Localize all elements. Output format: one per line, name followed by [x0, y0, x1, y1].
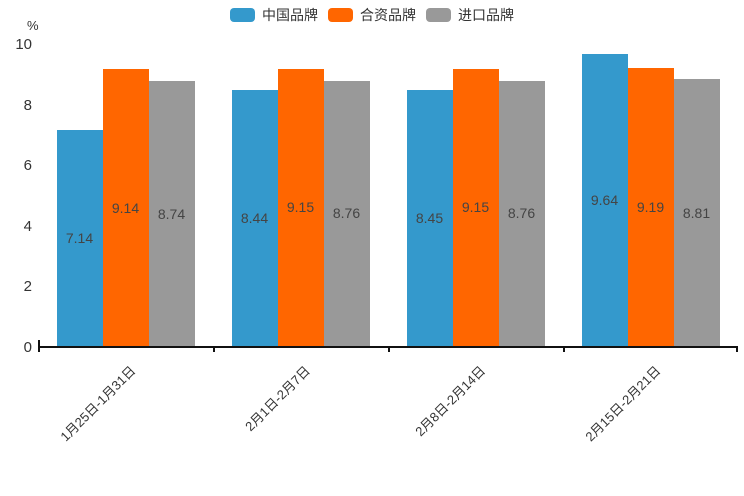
y-axis-tick-label: 6 [23, 157, 32, 175]
legend-label: 合资品牌 [360, 7, 416, 23]
bar[interactable]: 8.81 [673, 79, 720, 346]
bar-value-label: 8.44 [240, 210, 269, 227]
bar-value-label: 9.14 [111, 199, 140, 216]
legend-label: 进口品牌 [458, 7, 514, 23]
bar[interactable]: 9.15 [277, 68, 324, 346]
legend-item[interactable]: 中国品牌 [230, 8, 318, 22]
bar[interactable]: 8.76 [498, 80, 545, 346]
bar[interactable]: 9.19 [627, 67, 674, 346]
x-axis-labels: 1月25日-1月31日 2月1日-2月7日 2月8日-2月14日 2月15日-2月21… [38, 357, 738, 492]
plot-area: 7.14 8.44 8.45 9.64 9.14 9.15 9.15 9.19 8.74 8.76… [38, 45, 738, 352]
legend-swatch [426, 8, 451, 22]
bar-value-label: 8.81 [682, 204, 711, 221]
bar-value-label: 8.76 [507, 205, 536, 222]
y-axis: 0 2 4 6 8 10 [0, 37, 32, 356]
bar[interactable]: 8.74 [148, 81, 195, 346]
bar-value-label: 7.14 [65, 229, 94, 246]
y-axis-tick-label: 4 [23, 217, 32, 235]
x-axis-label: 2月15日-2月21日 [582, 363, 664, 445]
x-axis-label: 2月1日-2月7日 [242, 363, 314, 435]
bar[interactable]: 8.76 [323, 80, 370, 346]
legend-swatch [230, 8, 255, 22]
y-axis-unit-label: % [27, 18, 39, 33]
legend-label: 中国品牌 [262, 7, 318, 23]
x-axis-tick [38, 346, 40, 352]
bar[interactable]: 9.14 [102, 69, 149, 346]
x-axis-tick [563, 346, 565, 352]
bar-value-label: 9.15 [461, 199, 490, 216]
bar[interactable]: 7.14 [56, 129, 103, 346]
legend: 中国品牌 合资品牌 进口品牌 [0, 8, 744, 22]
bar[interactable]: 8.44 [231, 90, 278, 346]
bar-value-label: 8.74 [157, 205, 186, 222]
x-axis-tick [736, 346, 738, 352]
bar-value-label: 9.19 [636, 198, 665, 215]
bar[interactable]: 9.64 [581, 53, 628, 346]
legend-item[interactable]: 进口品牌 [426, 8, 514, 22]
x-axis-label: 1月25日-1月31日 [57, 363, 139, 445]
y-axis-zero-tick [38, 340, 40, 346]
x-axis-tick [213, 346, 215, 352]
y-axis-tick-label: 10 [15, 36, 32, 53]
bar[interactable]: 9.15 [452, 68, 499, 346]
legend-item[interactable]: 合资品牌 [328, 8, 416, 22]
legend-swatch [328, 8, 353, 22]
bar-value-label: 9.15 [286, 199, 315, 216]
x-axis-tick [388, 346, 390, 352]
bar[interactable]: 8.45 [406, 90, 453, 346]
y-axis-tick-label: 2 [23, 278, 32, 296]
bar-value-label: 8.76 [332, 205, 361, 222]
y-axis-tick-label: 8 [23, 96, 32, 114]
bar-value-label: 9.64 [590, 191, 619, 208]
y-axis-tick-label: 0 [23, 339, 32, 356]
x-axis-label: 2月8日-2月14日 [412, 363, 489, 440]
bar-value-label: 8.45 [415, 210, 444, 226]
